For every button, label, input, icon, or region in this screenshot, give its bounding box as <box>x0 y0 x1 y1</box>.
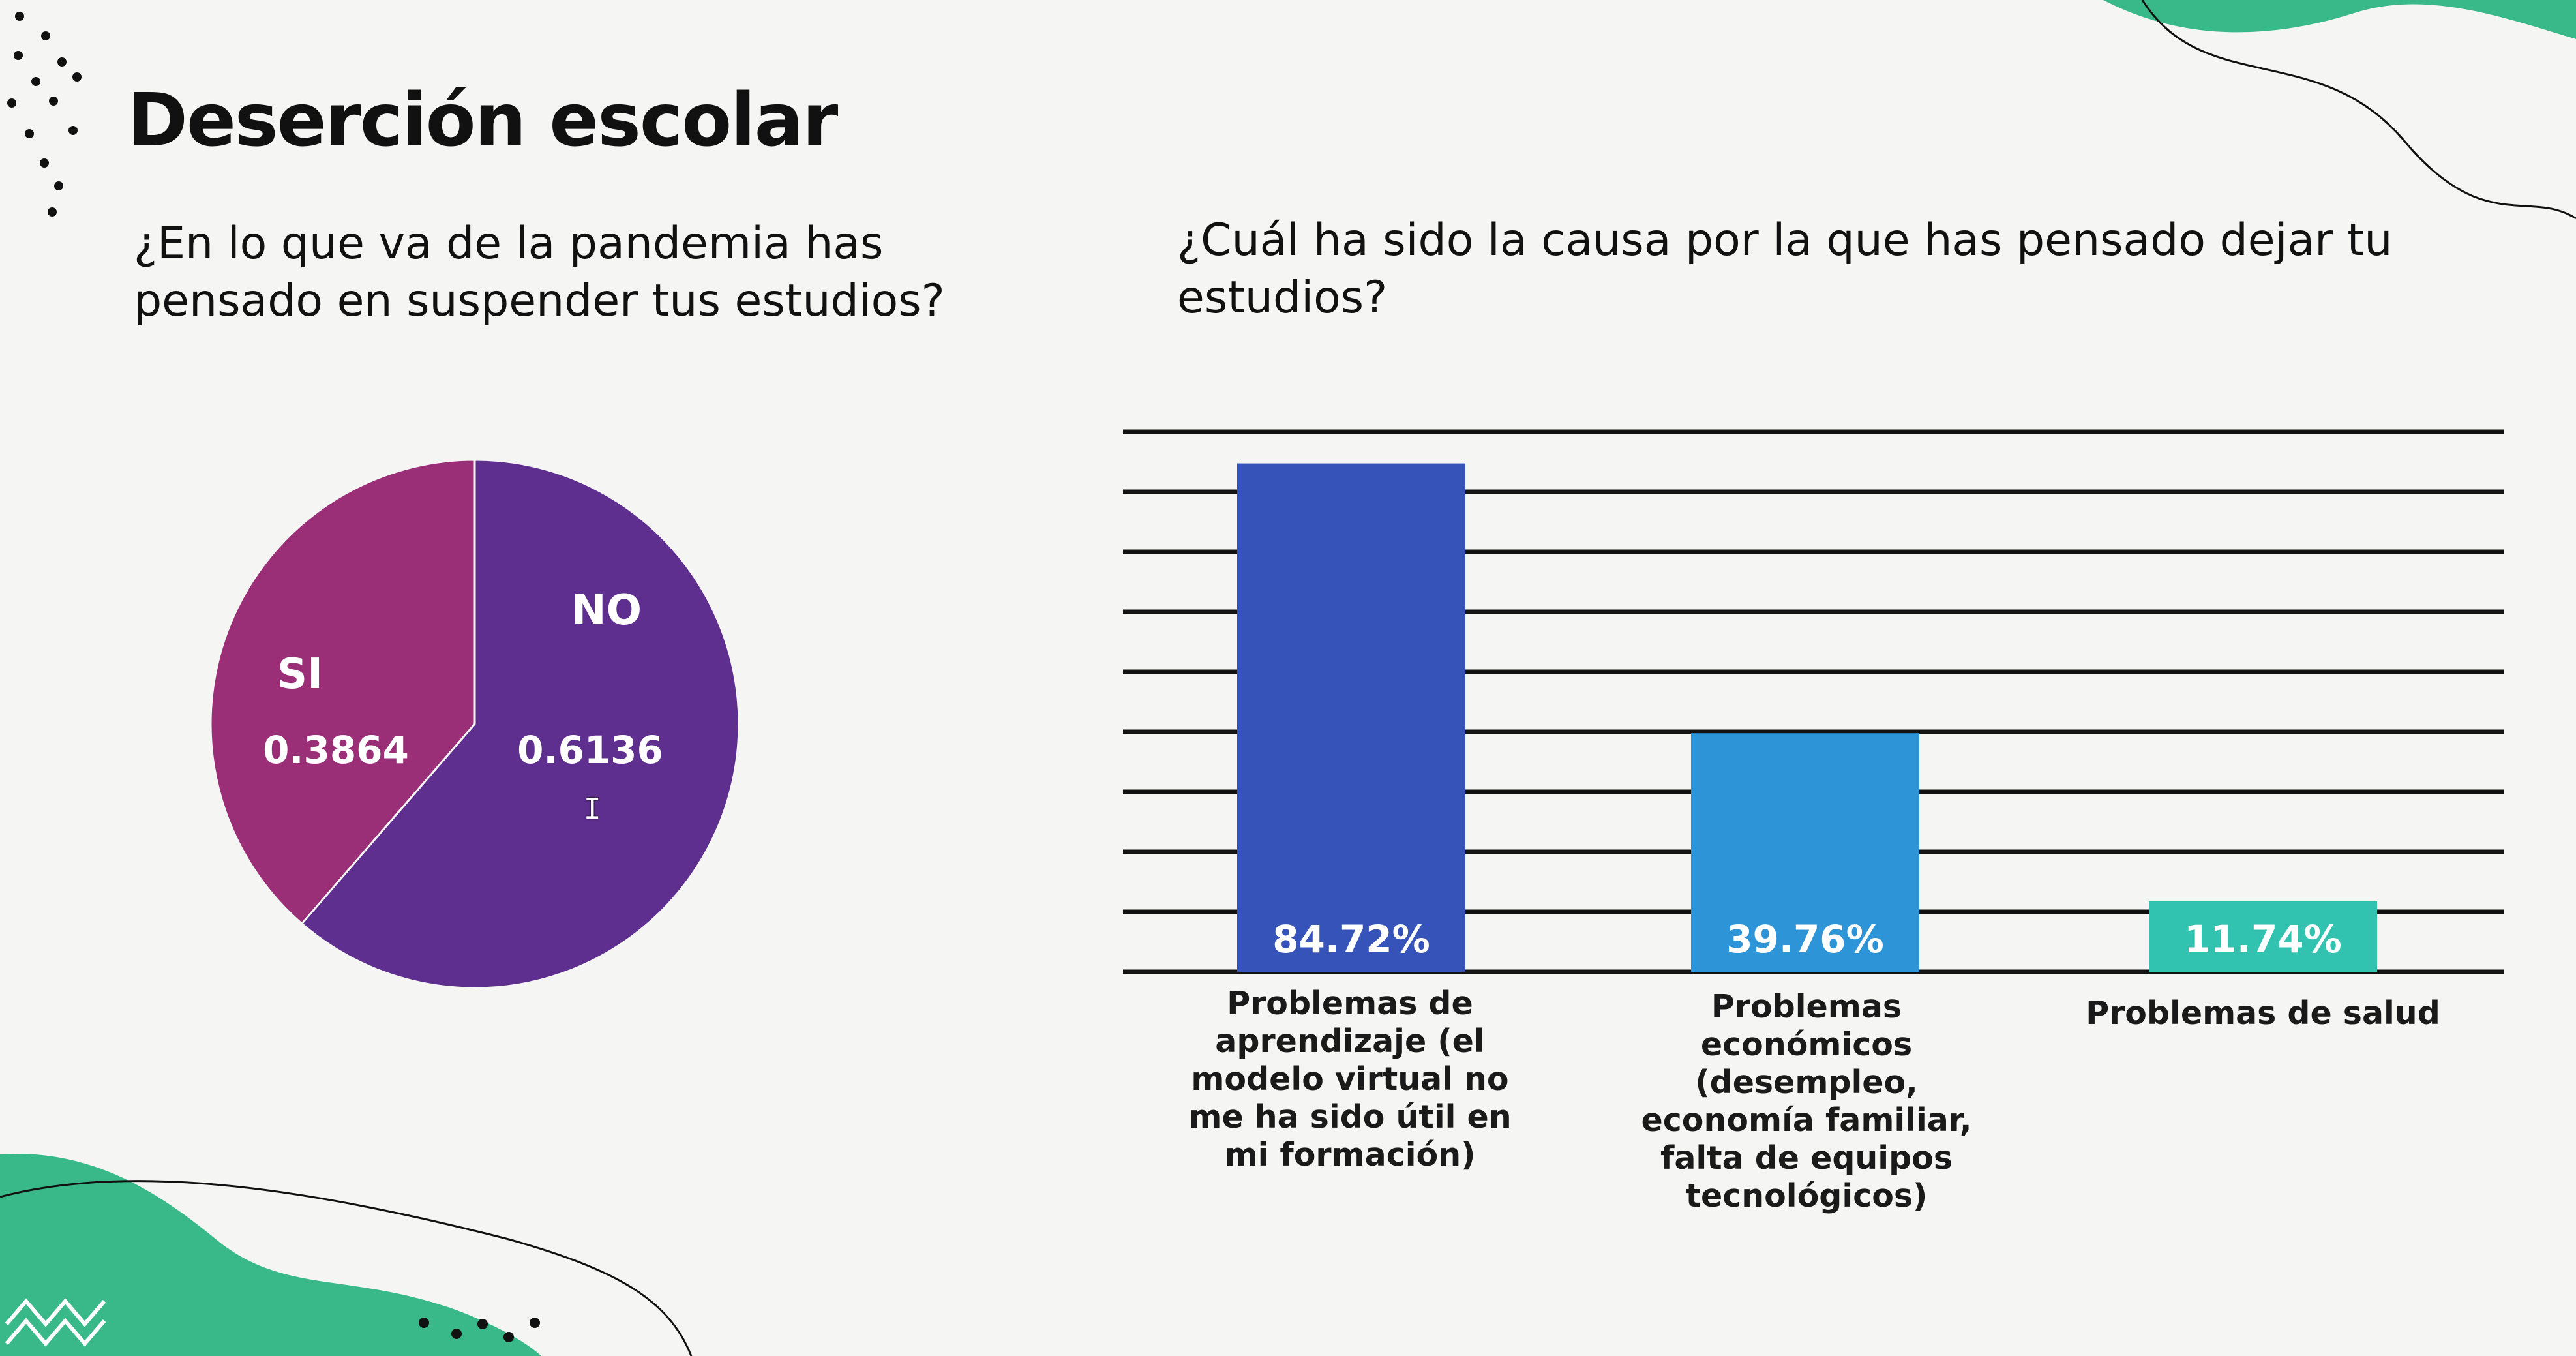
slide-title: Deserción escolar <box>127 78 838 163</box>
pie-category-label-si: SI <box>277 650 323 699</box>
bar-value-label-1: 39.76% <box>1726 917 1884 961</box>
bottom-left-green-blob <box>0 1154 541 1356</box>
bar-2 <box>2149 901 2377 972</box>
bar-value-label-2: 11.74% <box>2184 917 2342 961</box>
pie-slice-si <box>209 459 476 926</box>
zigzag-decoration <box>5 1298 106 1347</box>
bottom-left-curve-line <box>0 1180 693 1356</box>
bar-category-label-health: Problemas de salud <box>2086 995 2440 1032</box>
pie-value-label-no: 0.6136 <box>517 728 663 772</box>
pie-category-label-no: NO <box>571 586 642 635</box>
top-right-green-blob <box>2103 0 2576 39</box>
pie-value-label-si: 0.3864 <box>263 728 409 772</box>
pie-question: ¿En lo que va de la pandemia has pensado… <box>134 218 945 327</box>
pie-slice-no <box>300 459 740 989</box>
text-cursor-icon: I <box>584 792 601 826</box>
bar-1 <box>1691 733 1919 972</box>
dot-pattern-decoration <box>7 12 540 1342</box>
bar-category-label-economic: Problemas económicos (desempleo, economí… <box>1641 988 1972 1214</box>
bar-value-label-0: 84.72% <box>1272 917 1430 961</box>
bar-0 <box>1237 463 1465 972</box>
bar-category-label-learning: Problemas de aprendizaje (el modelo virt… <box>1188 985 1512 1173</box>
top-right-curve-line <box>2141 0 2576 220</box>
bar-question: ¿Cuál ha sido la causa por la que has pe… <box>1177 215 2393 324</box>
